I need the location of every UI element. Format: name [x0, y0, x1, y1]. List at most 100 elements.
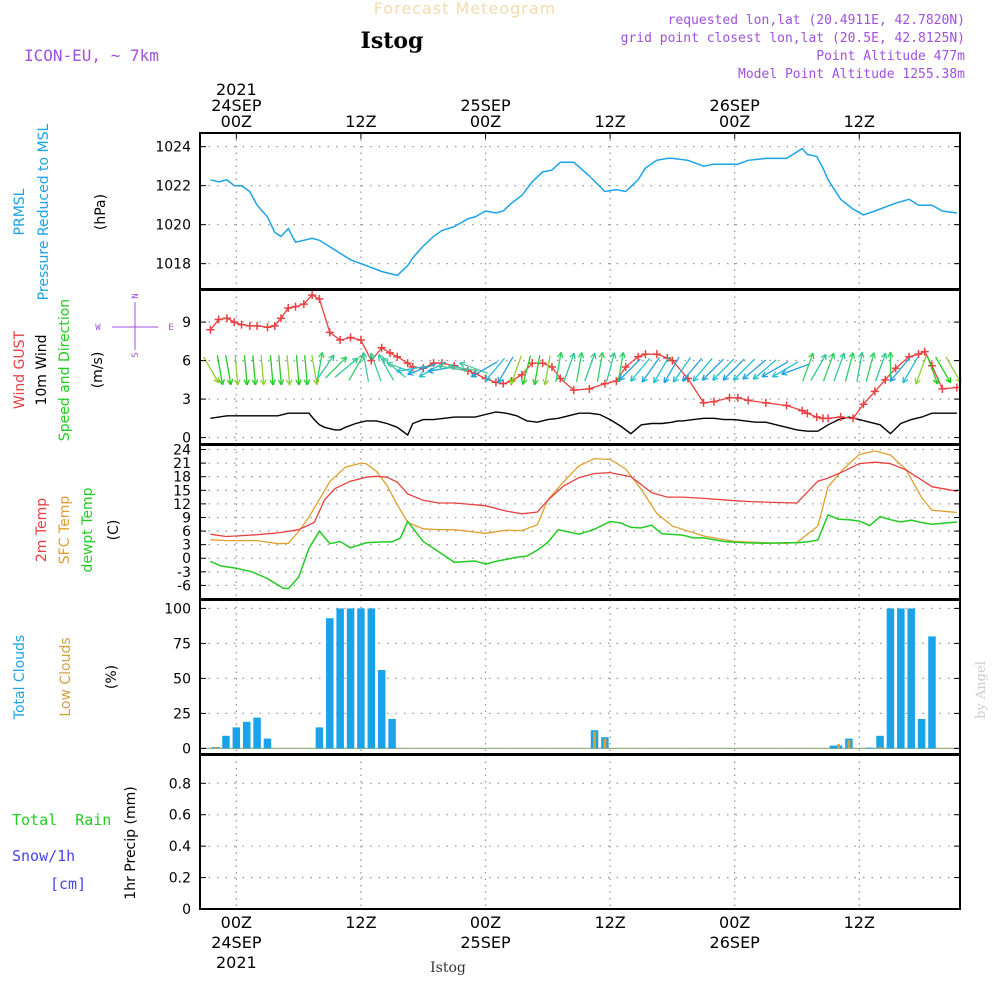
gust-marker: [870, 387, 879, 396]
wind-arrow: [889, 357, 910, 382]
wind-arrow: [844, 352, 854, 382]
ytick-label: 0: [182, 431, 191, 447]
gust-marker: [733, 393, 742, 402]
wind-arrow: [459, 362, 489, 374]
wind-arrow-head: [712, 374, 719, 381]
wind-arrow-head: [407, 369, 414, 376]
wind-arrow: [370, 352, 382, 382]
wind-arrow-head: [260, 379, 267, 386]
ytick-label: 1022: [155, 179, 191, 195]
low-cloud-bar: [603, 738, 607, 749]
wind-arrow: [902, 356, 919, 384]
wind-arrow: [701, 358, 724, 381]
frame-layer: [199, 132, 961, 910]
requested-point: requested lon,lat (20.4911E, 42.7820N): [668, 13, 965, 28]
wind-arrow-head: [945, 376, 952, 384]
gust-marker: [859, 400, 868, 409]
wind-arrow: [822, 352, 835, 382]
ytick-label: 0.6: [169, 808, 191, 824]
temp-label-2m: 2m Temp: [34, 498, 50, 562]
wind-arrow-head: [318, 351, 325, 359]
wind-arrow: [653, 356, 670, 384]
compass-w: W: [95, 323, 101, 333]
wind-arrow: [203, 356, 220, 384]
wind-arrow: [617, 352, 624, 382]
wind-arrow: [286, 355, 291, 386]
gust-marker: [600, 379, 609, 388]
ytick-label: 0.2: [169, 871, 191, 887]
ytick-label: 0: [182, 741, 191, 757]
wind-arrow-head: [340, 356, 348, 363]
total-cloud-bar: [315, 727, 324, 749]
gust-marker: [849, 414, 858, 423]
gust-marker: [782, 401, 791, 410]
wind-arrow: [732, 358, 756, 381]
wind-arrow-head: [269, 379, 276, 386]
gust-marker: [761, 398, 770, 407]
wind-arrow: [712, 358, 735, 381]
total-cloud-bar: [346, 608, 355, 749]
time-label-bottom: 26SEP: [710, 933, 761, 952]
time-label-bottom: 24SEP: [211, 933, 262, 952]
wind-arrow: [771, 361, 799, 378]
wind-unit: (m/s): [90, 352, 106, 389]
gust-marker: [336, 336, 345, 345]
wind-arrow: [304, 355, 308, 386]
low-cloud-bar: [214, 747, 218, 749]
wind-arrow-head: [437, 363, 445, 370]
ytick-label: 0.8: [169, 776, 191, 792]
wind-arrow-head: [418, 371, 426, 378]
low-cloud-bar: [878, 747, 882, 749]
gust-marker: [230, 318, 239, 327]
gust-marker: [798, 406, 807, 415]
temp-labels: 2m Temp SFC Temp dewpt Temp (C): [34, 487, 122, 572]
wind-arrow-head: [839, 352, 846, 360]
wind-arrow: [316, 354, 335, 381]
gust-marker: [386, 348, 394, 357]
wind-arrow-head: [509, 378, 516, 385]
wind-arrow: [382, 357, 406, 378]
gust-marker: [634, 352, 643, 361]
precip-labels: Total Rain Snow/1h [cm] 1hr Precip (mm): [12, 786, 139, 899]
precip-label-cm: [cm]: [50, 875, 86, 893]
point-altitude: Point Altitude 477m: [816, 49, 965, 64]
wind-arrow: [311, 355, 318, 385]
wind-arrow-head: [532, 378, 539, 386]
precip-label-snow: Snow/1h: [12, 847, 75, 865]
low-cloud-bar: [593, 731, 597, 749]
gust-marker: [528, 359, 537, 368]
wind-arrow: [742, 359, 767, 380]
gust-marker: [621, 363, 630, 371]
total-cloud-bar: [367, 608, 376, 749]
wind-arrow: [618, 358, 641, 381]
cloud-labels: Total Clouds Low Clouds (%): [12, 635, 120, 720]
wind-arrow-head: [701, 374, 709, 381]
gust-marker: [325, 328, 334, 337]
wind-arrow-head: [820, 353, 827, 361]
wind-arrow: [234, 355, 239, 386]
total-cloud-bar: [907, 608, 915, 749]
wind-arrow: [225, 355, 232, 385]
gust-marker: [253, 321, 262, 330]
wind-arrow-head: [858, 351, 865, 359]
wind-arrow-head: [932, 378, 939, 385]
wind-arrow-head: [808, 352, 815, 360]
ytick-label: 25: [173, 706, 191, 722]
wind-arrow: [348, 353, 365, 381]
time-label-top: 12Z: [345, 112, 376, 131]
wind-arrow: [682, 357, 703, 382]
wind-arrow-head: [828, 352, 836, 360]
grid-point: grid point closest lon,lat (20.5E, 42.81…: [621, 31, 965, 46]
temp-unit: (C): [106, 520, 122, 541]
wind-arrow: [692, 357, 713, 382]
gust-marker: [547, 363, 556, 371]
wind-arrow: [448, 365, 479, 372]
ytick-label: 0.4: [169, 839, 191, 855]
ytick-label: 0: [182, 902, 191, 918]
time-label-bottom: 2021: [216, 953, 257, 972]
wind-arrow-head: [542, 378, 550, 386]
wind-arrow-head: [470, 371, 478, 378]
total-cloud-bar: [253, 717, 261, 749]
wind-arrow: [533, 355, 541, 385]
